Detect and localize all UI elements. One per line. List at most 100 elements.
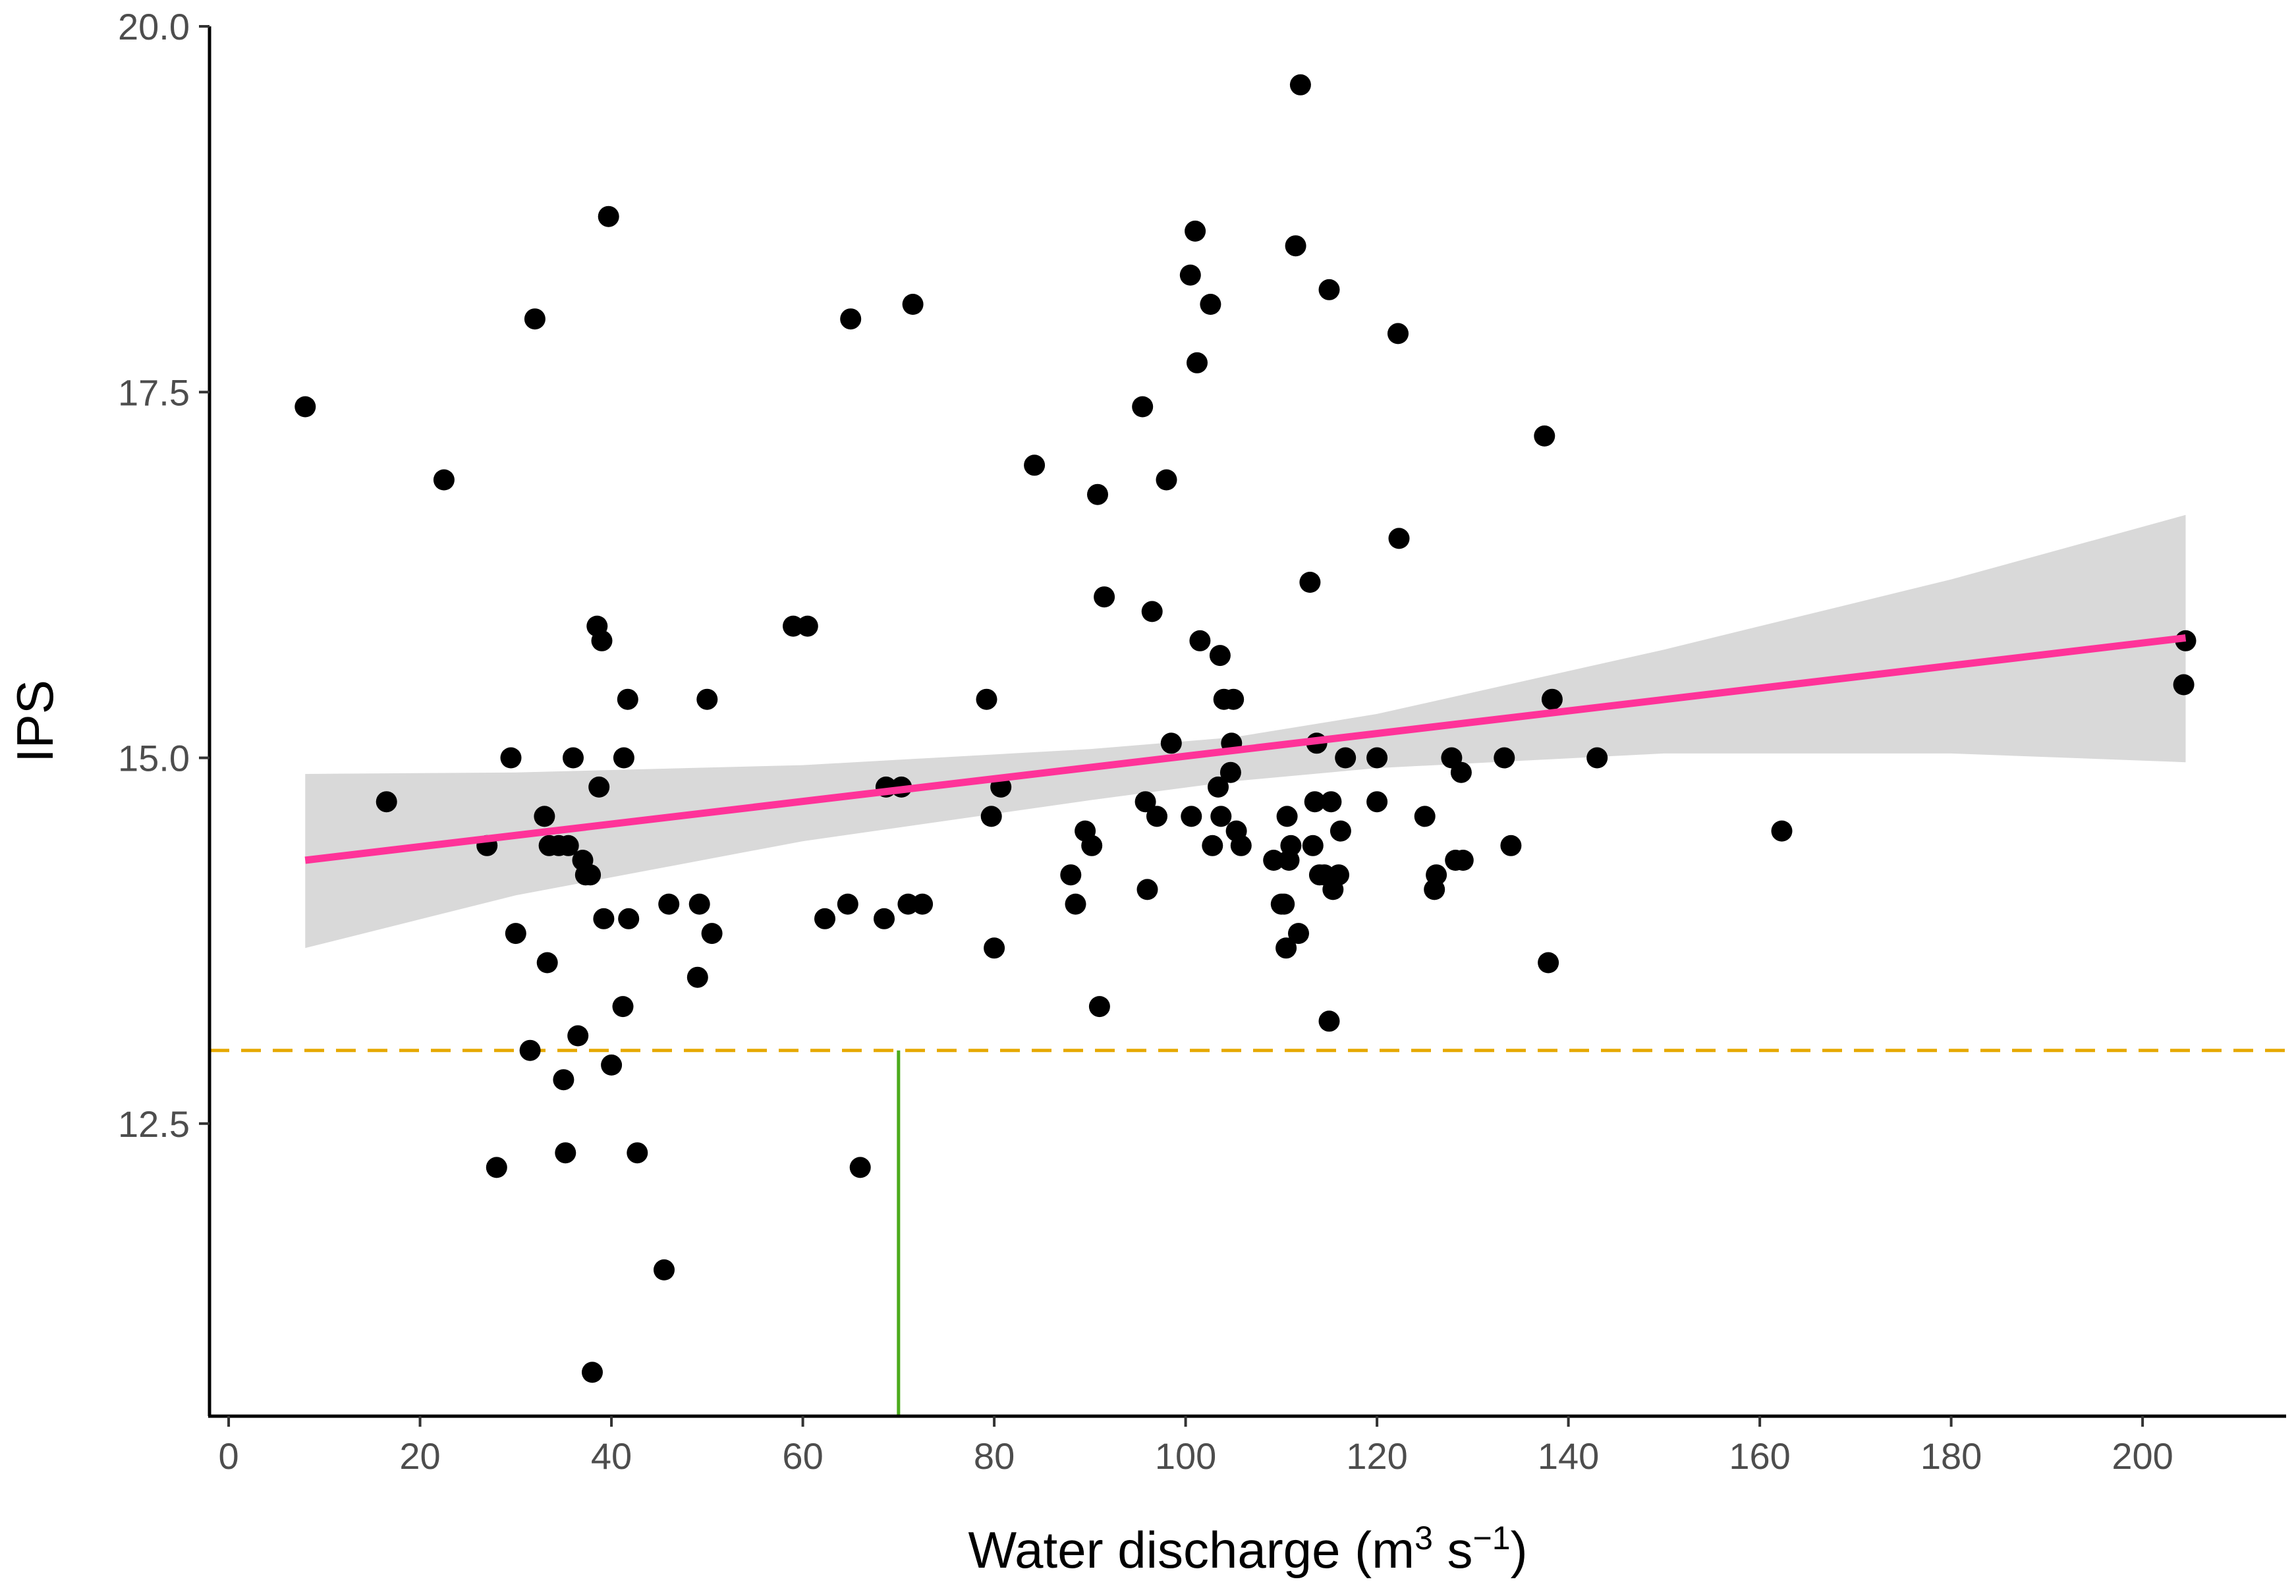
data-point [1366,791,1388,813]
data-point [1209,645,1231,667]
data-point [1586,747,1608,769]
x-tick-label: 120 [1346,1435,1407,1477]
data-point [524,308,546,330]
data-point [1366,747,1388,769]
data-point [1181,806,1202,827]
data-point [1288,923,1309,945]
confidence-band [305,514,2186,949]
data-point [2173,674,2195,696]
data-point [1335,747,1357,769]
y-tick-label: 17.5 [118,371,190,413]
data-point [1141,601,1163,622]
data-point [1388,528,1410,549]
data-point [591,630,613,651]
data-point [1304,791,1326,813]
data-point [1160,732,1182,754]
x-tick-label: 160 [1729,1435,1790,1477]
data-point [1208,776,1229,798]
x-tick-label: 40 [591,1435,632,1477]
data-point [1088,996,1110,1018]
axes: 0 20 40 60 80 100 120 140 160 180 200 12.5 15.0 17.5 2… [118,6,2286,1477]
data-point [1065,893,1086,915]
data-point [797,615,818,637]
data-point [1280,835,1302,856]
data-point [1094,586,1115,608]
data-point [598,206,619,227]
data-point [814,908,835,929]
data-point [1450,761,1472,783]
data-point [840,308,862,330]
data-point [1263,850,1285,871]
data-point [1318,1010,1340,1032]
data-point [1185,220,1206,242]
y-tick-label: 15.0 [118,738,190,779]
data-point [1494,747,1515,769]
data-point [984,937,1005,959]
data-point [902,294,924,315]
data-point [1330,820,1351,842]
data-point [1414,806,1436,827]
data-point [654,1259,675,1280]
data-point [1328,864,1349,886]
data-point [1081,835,1103,856]
x-tick-label: 20 [399,1435,440,1477]
data-point [567,1025,589,1047]
x-axis-title: Water discharge (m3 s−1) [968,1520,1527,1579]
data-point [376,791,397,813]
data-point [613,747,634,769]
y-axis-title: IPS [6,680,64,763]
data-point [580,864,602,886]
data-point [519,1039,541,1061]
data-point [486,1157,507,1178]
data-point [1534,425,1555,447]
confidence-band-layer [305,514,2186,949]
data-point [582,1362,603,1383]
data-point [1223,688,1245,710]
data-point [980,806,1002,827]
data-point [976,688,997,710]
data-point [433,469,455,491]
regression-fit-line [304,634,2187,864]
data-point [874,908,895,929]
data-points [294,74,2197,1383]
x-tick-label: 0 [218,1435,238,1477]
data-point [1024,454,1046,476]
data-point [1289,74,1311,96]
data-point [1299,572,1321,593]
data-point [1230,835,1252,856]
data-point [1538,952,1559,974]
data-point [534,806,555,827]
data-point [601,1054,623,1076]
data-point [588,776,610,798]
y-tick-label: 20.0 [118,6,190,47]
data-point [658,893,680,915]
data-point [1302,835,1324,856]
data-point [1387,323,1409,344]
data-point [563,747,584,769]
data-point [1452,850,1474,871]
data-point [294,396,316,418]
data-point [1179,264,1201,286]
data-point [1132,396,1154,418]
data-point [1771,820,1793,842]
data-point [912,893,934,915]
data-point [1210,806,1232,827]
data-point [505,923,526,945]
data-point [696,688,718,710]
data-point [553,1069,574,1091]
x-tick-label: 100 [1155,1435,1216,1477]
data-point [627,1142,648,1164]
x-tick-label: 60 [782,1435,823,1477]
fit-line-layer [304,634,2187,864]
data-point [1541,688,1563,710]
data-point [1500,835,1522,856]
data-point [1274,893,1295,915]
data-point [1087,483,1108,505]
data-point [500,747,522,769]
data-point [593,908,615,929]
data-point [1276,806,1298,827]
data-point [1275,937,1297,959]
data-point [1136,879,1158,900]
data-point [849,1157,871,1178]
